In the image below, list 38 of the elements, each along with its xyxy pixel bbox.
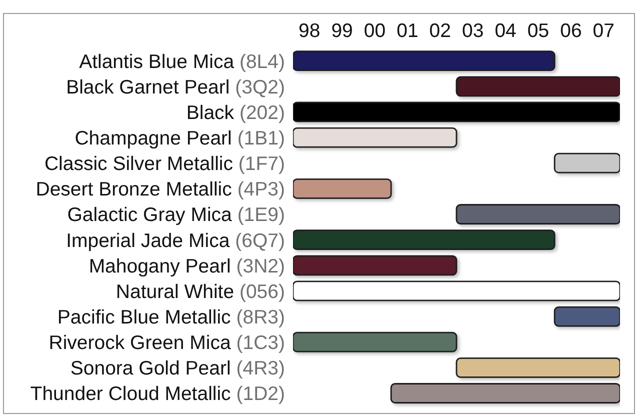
y-tick-label: Riverock Green Mica (1C3) [48,332,285,354]
bar [554,152,620,174]
x-tick-label: 03 [462,20,484,42]
y-tick-label: Thunder Cloud Metallic (1D2) [30,383,285,406]
y-tick-label: Champagne Pearl (1B1) [74,128,285,150]
bar [554,306,620,327]
y-tick-label: Atlantis Blue Mica (8L4) [79,50,285,73]
bar [293,280,620,302]
x-tick-label: 01 [396,20,418,42]
y-tick-label: Natural White (056) [116,280,285,303]
x-tick-label: 02 [429,20,451,42]
bar [456,76,620,97]
bar [293,102,620,122]
bar [293,127,458,148]
x-tick-label: 05 [527,20,550,42]
y-tick-label: Black (202) [186,102,285,124]
y-tick-label: Pacific Blue Metallic (8R3) [57,306,285,329]
y-tick-label: Imperial Jade Mica (6Q7) [66,230,285,252]
y-tick-label: Mahogany Pearl (3N2) [88,255,285,278]
bar [456,204,620,224]
bar [293,50,556,72]
bar [456,357,620,378]
x-tick-label: 99 [331,20,353,42]
x-tick-label: 00 [364,20,386,42]
y-tick-label: Black Garnet Pearl (3Q2) [66,76,285,98]
x-tick-label: 07 [592,20,614,42]
bar [293,332,458,352]
x-tick-label: 06 [560,20,582,42]
bar [390,383,620,404]
y-tick-label: Classic Silver Metallic (1F7) [44,153,285,176]
bar [293,230,556,250]
bar [293,255,458,276]
bar [293,178,392,199]
y-tick-label: Galactic Gray Mica (1E9) [67,204,285,226]
x-tick-label: 98 [298,20,320,42]
y-tick-label: Desert Bronze Metallic (4P3) [36,178,285,201]
y-tick-label: Sonora Gold Pearl (4R3) [70,358,285,380]
x-tick-label: 04 [494,20,517,42]
